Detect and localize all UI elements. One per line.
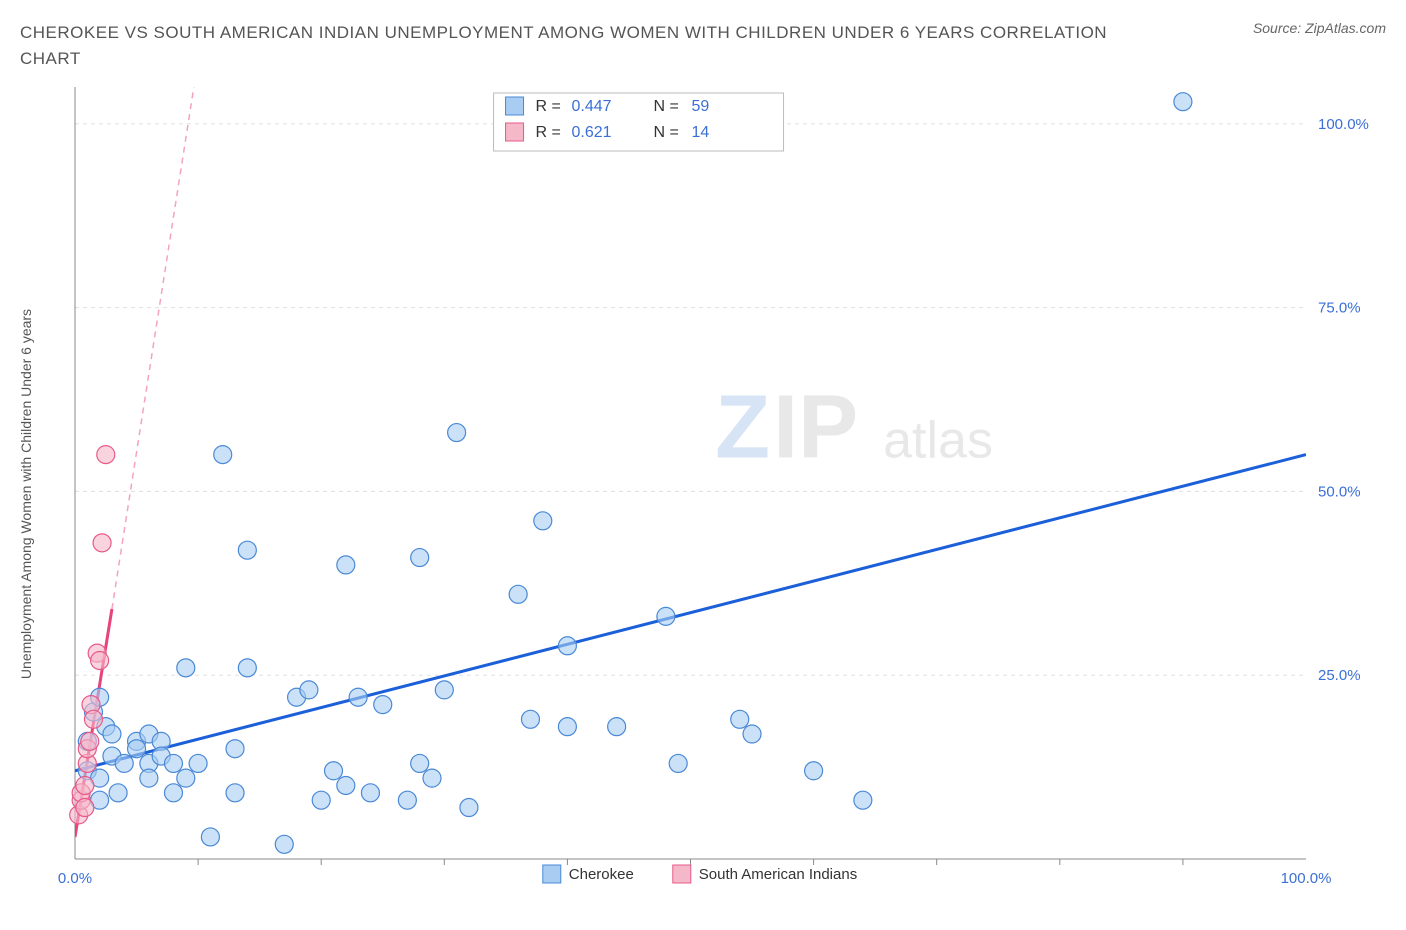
plot-area: Unemployment Among Women with Children U…	[20, 79, 1386, 909]
data-point	[398, 791, 416, 809]
legend-n-value: 14	[692, 124, 710, 141]
data-point	[189, 754, 207, 772]
scatter-chart: ZIP atlas 25.0% 50.0% 75.0% 100.0% 0.0% 100.0% R…	[20, 79, 1386, 909]
data-point	[349, 688, 367, 706]
data-point	[275, 835, 293, 853]
data-point	[97, 446, 115, 464]
data-point	[238, 541, 256, 559]
data-point	[669, 754, 687, 772]
data-point	[521, 710, 539, 728]
legend-swatch	[673, 865, 691, 883]
data-point	[91, 651, 109, 669]
legend-swatch	[506, 123, 524, 141]
x-tick-label: 0.0%	[58, 870, 92, 887]
data-point	[435, 681, 453, 699]
data-point	[238, 659, 256, 677]
data-point	[300, 681, 318, 699]
data-point	[93, 534, 111, 552]
data-point	[608, 718, 626, 736]
trend-line-blue	[75, 455, 1306, 771]
x-tick-label: 100.0%	[1281, 870, 1332, 887]
data-point	[81, 732, 99, 750]
legend-n-value: 59	[692, 98, 710, 115]
y-tick-label: 50.0%	[1318, 483, 1361, 500]
data-point	[337, 556, 355, 574]
trend-line-pink-dashed	[112, 79, 223, 609]
data-point	[76, 776, 94, 794]
data-point	[423, 769, 441, 787]
data-point	[509, 585, 527, 603]
data-point	[361, 784, 379, 802]
data-point	[374, 696, 392, 714]
data-point	[177, 769, 195, 787]
legend-r-value: 0.447	[572, 98, 612, 115]
header: CHEROKEE VS SOUTH AMERICAN INDIAN UNEMPL…	[20, 20, 1386, 71]
data-point	[140, 769, 158, 787]
data-point	[177, 659, 195, 677]
data-point	[115, 754, 133, 772]
watermark: ZIP atlas	[715, 378, 993, 478]
data-point	[805, 762, 823, 780]
svg-text:IP: IP	[773, 378, 858, 478]
data-point	[164, 784, 182, 802]
data-point	[731, 710, 749, 728]
data-point	[312, 791, 330, 809]
legend-series-label: South American Indians	[699, 866, 857, 883]
data-point	[460, 799, 478, 817]
legend-n-label: N =	[654, 98, 679, 115]
svg-text:atlas: atlas	[883, 412, 993, 470]
y-axis-label: Unemployment Among Women with Children U…	[18, 309, 34, 679]
chart-title: CHEROKEE VS SOUTH AMERICAN INDIAN UNEMPL…	[20, 20, 1120, 71]
legend-r-label: R =	[536, 98, 561, 115]
legend-swatch	[543, 865, 561, 883]
data-point	[103, 725, 121, 743]
legend-n-label: N =	[654, 124, 679, 141]
chart-container: CHEROKEE VS SOUTH AMERICAN INDIAN UNEMPL…	[20, 20, 1386, 909]
data-point	[534, 512, 552, 530]
data-point	[558, 637, 576, 655]
data-point	[164, 754, 182, 772]
data-point	[214, 446, 232, 464]
data-point	[411, 754, 429, 772]
legend-r-label: R =	[536, 124, 561, 141]
data-point	[558, 718, 576, 736]
data-point	[448, 424, 466, 442]
data-point	[854, 791, 872, 809]
legend-series-label: Cherokee	[569, 866, 634, 883]
data-point	[743, 725, 761, 743]
data-point	[657, 607, 675, 625]
data-point	[84, 710, 102, 728]
data-point	[325, 762, 343, 780]
data-point	[1174, 93, 1192, 111]
y-tick-label: 25.0%	[1318, 667, 1361, 684]
legend-r-value: 0.621	[572, 124, 612, 141]
data-point	[76, 799, 94, 817]
data-point	[337, 776, 355, 794]
y-tick-label: 75.0%	[1318, 300, 1361, 317]
source-attribution: Source: ZipAtlas.com	[1253, 20, 1386, 36]
legend-swatch	[506, 97, 524, 115]
data-point	[226, 784, 244, 802]
data-point	[226, 740, 244, 758]
data-point	[201, 828, 219, 846]
y-tick-label: 100.0%	[1318, 116, 1369, 133]
svg-text:Z: Z	[715, 378, 770, 478]
data-point	[128, 740, 146, 758]
data-point	[411, 549, 429, 567]
data-point	[109, 784, 127, 802]
